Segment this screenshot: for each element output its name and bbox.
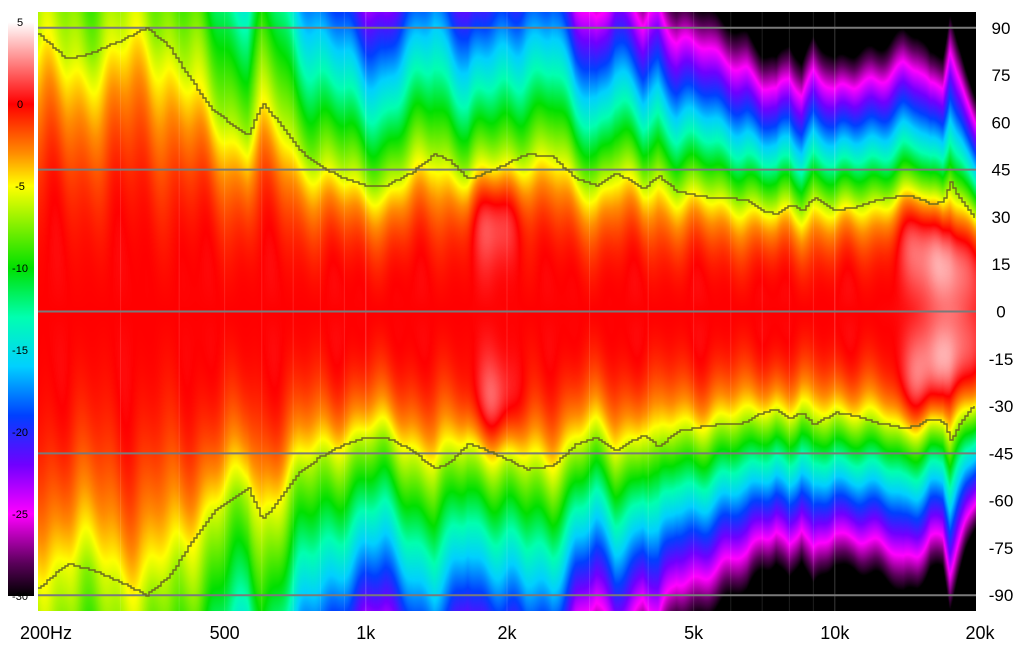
horizontal-gridlines [38,26,976,597]
colorbar-tick-label: -5 [15,181,25,193]
x-tick-label: 200Hz [20,623,72,643]
x-tick-label: 5k [684,623,704,643]
y-tick-label: 30 [992,208,1011,227]
y-tick-label: 90 [992,19,1011,38]
contour-upper [38,27,975,218]
x-tick-label: 10k [820,623,850,643]
colorbar-tick-label: -15 [12,345,28,357]
x-tick-label: 500 [210,623,240,643]
plot-area [38,12,976,611]
y-tick-label: -60 [989,492,1014,511]
colorbar-gradient [8,22,34,596]
y-tick-label: 15 [992,255,1011,274]
colorbar-tick-label: -30 [12,591,28,603]
colorbar-tick-label: 0 [17,99,23,111]
y-tick-label: 0 [996,303,1005,322]
y-tick-label: 75 [992,66,1011,85]
y-tick-label: -75 [989,539,1014,558]
x-tick-label: 20k [965,623,995,643]
x-axis-ticks: 200Hz 500 1k 2k 5k 10k 20k [20,623,996,643]
colorbar-tick-label: -25 [12,509,28,521]
beamwidth-contours [38,27,975,597]
y-tick-label: 60 [992,113,1011,132]
y-tick-label: -45 [989,444,1014,463]
contour-lower [38,406,975,597]
y-tick-label: -15 [989,350,1014,369]
colorbar-tick-label: -20 [12,427,28,439]
x-tick-label: 1k [356,623,376,643]
y-tick-label: -90 [989,586,1014,605]
y-tick-label: 45 [992,161,1011,180]
colorbar-tick-label: -10 [12,263,28,275]
colorbar: 5 0 -5 -10 -15 -20 -25 -30 [8,17,34,603]
y-axis-ticks: 90 75 60 45 30 15 0 -15 -30 -45 -60 -75 -90 [989,19,1014,605]
colorbar-ticks: 5 0 -5 -10 -15 -20 -25 -30 [12,17,28,603]
y-tick-label: -30 [989,397,1014,416]
x-tick-label: 2k [497,623,517,643]
colorbar-tick-label: 5 [17,17,23,29]
